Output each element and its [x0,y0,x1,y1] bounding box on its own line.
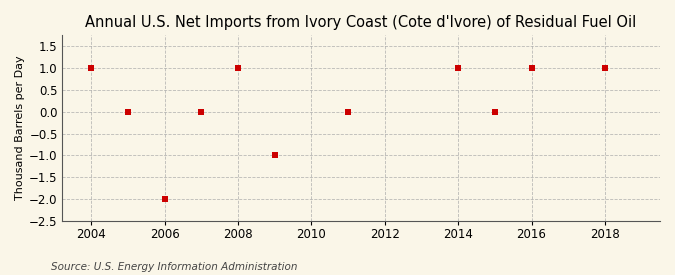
Point [86,66,97,70]
Point [526,66,537,70]
Point [269,153,280,158]
Point [233,66,244,70]
Point [343,109,354,114]
Y-axis label: Thousand Barrels per Day: Thousand Barrels per Day [15,56,25,200]
Point [122,109,133,114]
Point [196,109,207,114]
Point [453,66,464,70]
Point [599,66,610,70]
Point [159,197,170,201]
Point [489,109,500,114]
Text: Source: U.S. Energy Information Administration: Source: U.S. Energy Information Administ… [51,262,297,272]
Title: Annual U.S. Net Imports from Ivory Coast (Cote d'Ivore) of Residual Fuel Oil: Annual U.S. Net Imports from Ivory Coast… [85,15,637,30]
